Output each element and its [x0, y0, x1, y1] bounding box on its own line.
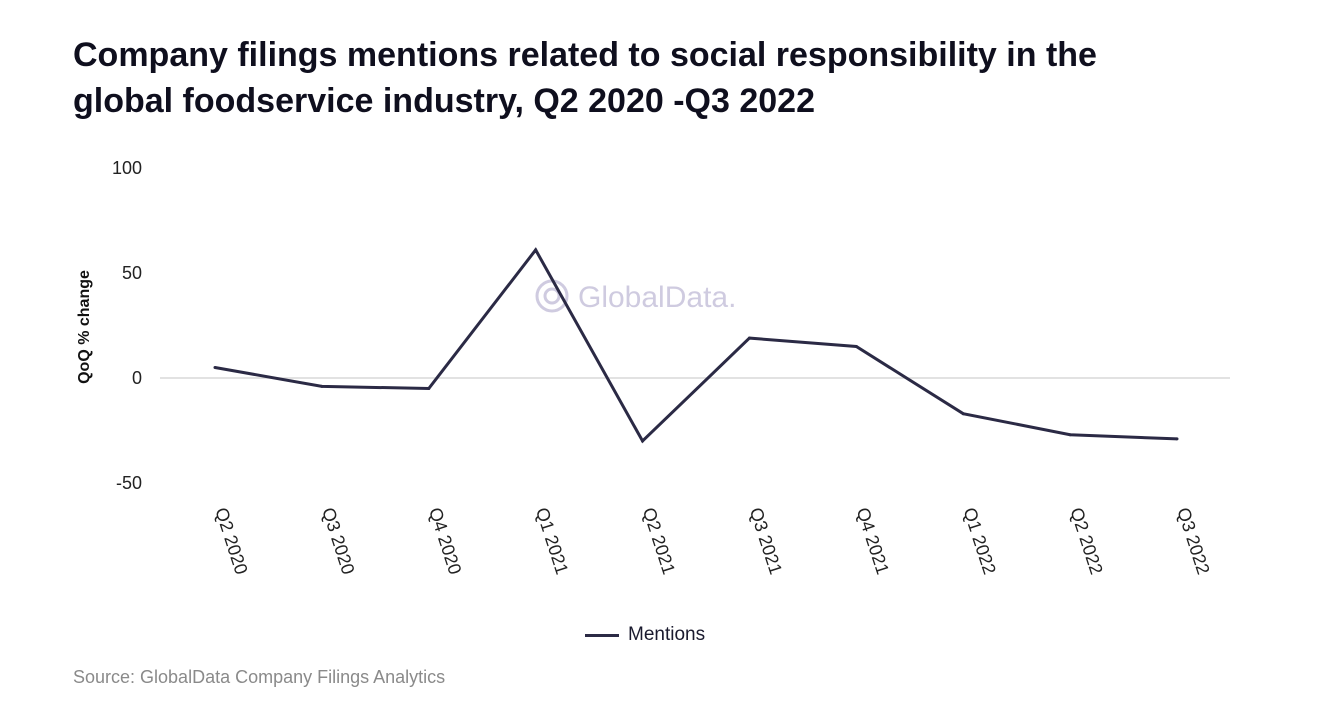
data-point: [320, 384, 324, 388]
y-tick-label: 0: [132, 368, 142, 388]
x-tick-label: Q2 2022: [1066, 505, 1106, 577]
x-tick-label: Q2 2020: [211, 505, 251, 577]
x-tick-label: Q3 2020: [318, 505, 358, 577]
y-axis-label: QoQ % change: [76, 270, 93, 384]
series-group: [213, 247, 1179, 444]
data-point: [1068, 433, 1072, 437]
legend-swatch-mentions: [585, 633, 619, 637]
x-tick-label: Q4 2020: [425, 505, 465, 577]
x-tick-label: Q2 2021: [639, 505, 679, 577]
source-note: Source: GlobalData Company Filings Analy…: [73, 667, 446, 687]
data-point: [213, 366, 217, 369]
data-point: [747, 336, 751, 340]
x-tick-label: Q3 2021: [746, 505, 786, 577]
series-line-mentions: [214, 247, 1178, 444]
data-point: [534, 248, 538, 252]
y-tick-label: 100: [112, 158, 142, 178]
data-point: [641, 439, 645, 443]
x-axis: Q2 2020 Q3 2020 Q4 2020 Q1 2021 Q2 2021 Q3 20…: [211, 505, 1213, 577]
data-point: [961, 412, 965, 416]
x-tick-label: Q3 2022: [1173, 505, 1213, 577]
data-point: [1175, 437, 1179, 441]
chart-title: Company filings mentions related to soci…: [73, 36, 1097, 120]
legend-label-mentions: Mentions: [628, 624, 706, 645]
watermark-logo: GlobalData.: [535, 279, 736, 314]
y-axis: 100 50 0 -50: [112, 158, 142, 493]
x-tick-label: Q4 2021: [853, 505, 893, 577]
watermark-text: GlobalData.: [578, 281, 736, 314]
data-point: [854, 345, 858, 348]
data-point: [427, 387, 431, 390]
x-tick-label: Q1 2022: [959, 505, 999, 577]
x-tick-label: Q1 2021: [532, 505, 572, 577]
legend: Mentions: [585, 624, 705, 646]
y-tick-label: 50: [122, 263, 142, 283]
y-tick-label: -50: [116, 473, 142, 493]
